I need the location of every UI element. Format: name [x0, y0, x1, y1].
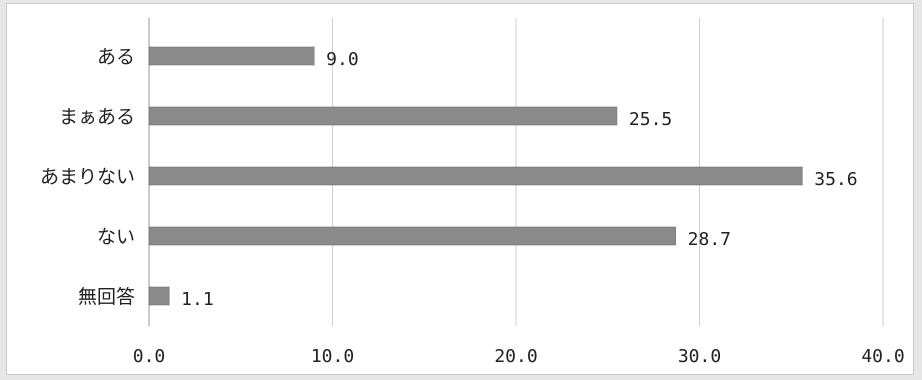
- chart-frame: ある 9.0 まぁある 25.5 あまりない 35.6 ない 28.7 無回答 1.1 0.0 10.…: [6, 3, 914, 375]
- bar-4: [148, 226, 676, 246]
- category-label-1: ある: [97, 46, 135, 68]
- category-label-5: 無回答: [78, 286, 135, 308]
- category-label-3: あまりない: [40, 166, 135, 188]
- x-tick-label-3: 20.0: [494, 346, 537, 367]
- x-tick-label-5: 40.0: [861, 346, 904, 367]
- x-tick-label-4: 30.0: [678, 346, 721, 367]
- value-label-4: 28.7: [688, 229, 731, 250]
- x-tick-label-1: 0.0: [133, 346, 166, 367]
- category-label-2: まぁある: [59, 106, 135, 128]
- value-label-5: 1.1: [181, 289, 214, 310]
- bar-chart: ある 9.0 まぁある 25.5 あまりない 35.6 ない 28.7 無回答 1.1 0.0 10.…: [40, 18, 905, 367]
- bar-5: [148, 286, 170, 306]
- value-label-1: 9.0: [326, 49, 359, 70]
- x-tick-label-2: 10.0: [311, 346, 354, 367]
- value-label-3: 35.6: [814, 169, 857, 190]
- bar-1: [148, 46, 315, 66]
- bar-2: [148, 106, 618, 126]
- category-label-4: ない: [97, 226, 135, 248]
- bar-3: [148, 166, 803, 186]
- value-label-2: 25.5: [629, 109, 672, 130]
